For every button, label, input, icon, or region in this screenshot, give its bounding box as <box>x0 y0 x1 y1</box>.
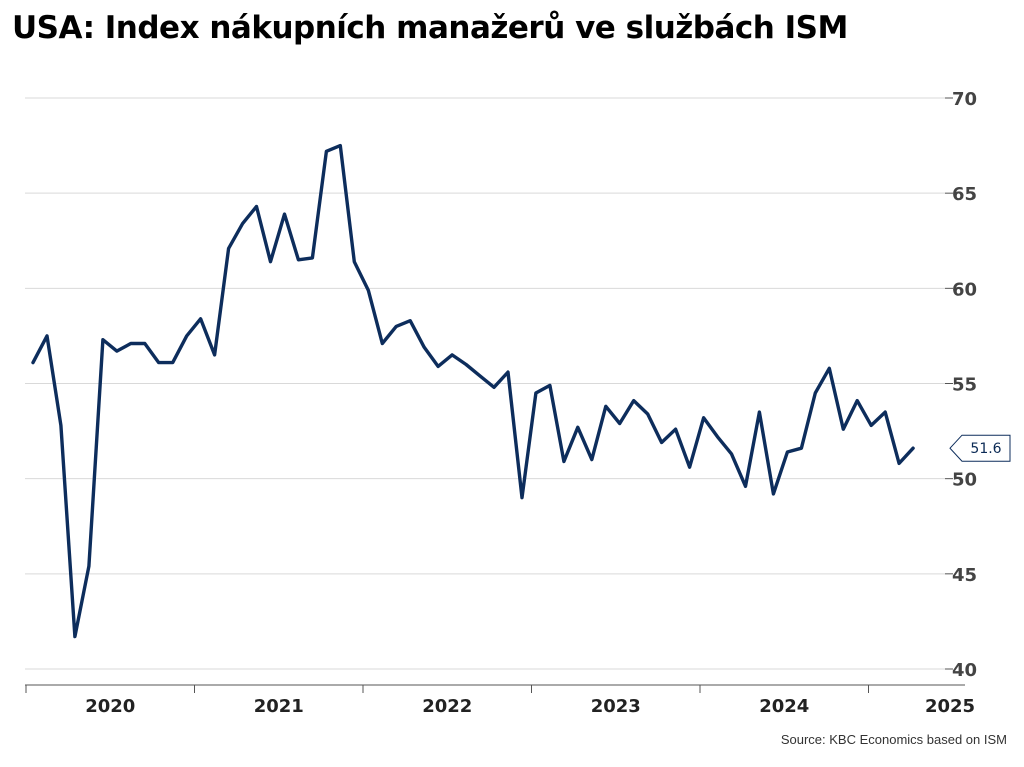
y-tick-label: 60 <box>952 279 977 300</box>
x-tick-label: 2023 <box>591 696 641 717</box>
source-note: Source: KBC Economics based on ISM <box>780 732 1007 747</box>
x-tick-label: 2022 <box>422 696 472 717</box>
last-value-callout <box>949 434 1011 462</box>
series-line <box>31 143 915 639</box>
chart-title: USA: Index nákupních manažerů ve službác… <box>12 10 848 46</box>
y-tick-label: 65 <box>952 184 977 205</box>
last-value-label: 51.6 <box>970 441 1001 457</box>
y-tick-label: 55 <box>952 375 977 396</box>
y-tick-label: 50 <box>952 470 977 491</box>
y-tick-label: 40 <box>952 660 977 681</box>
y-tick-label: 70 <box>952 89 977 110</box>
x-tick-label: 2020 <box>85 696 135 717</box>
x-tick-label: 2021 <box>254 696 304 717</box>
y-tick-label: 45 <box>952 565 977 586</box>
x-tick-label: 2025 <box>925 696 975 717</box>
x-tick-label: 2024 <box>759 696 809 717</box>
